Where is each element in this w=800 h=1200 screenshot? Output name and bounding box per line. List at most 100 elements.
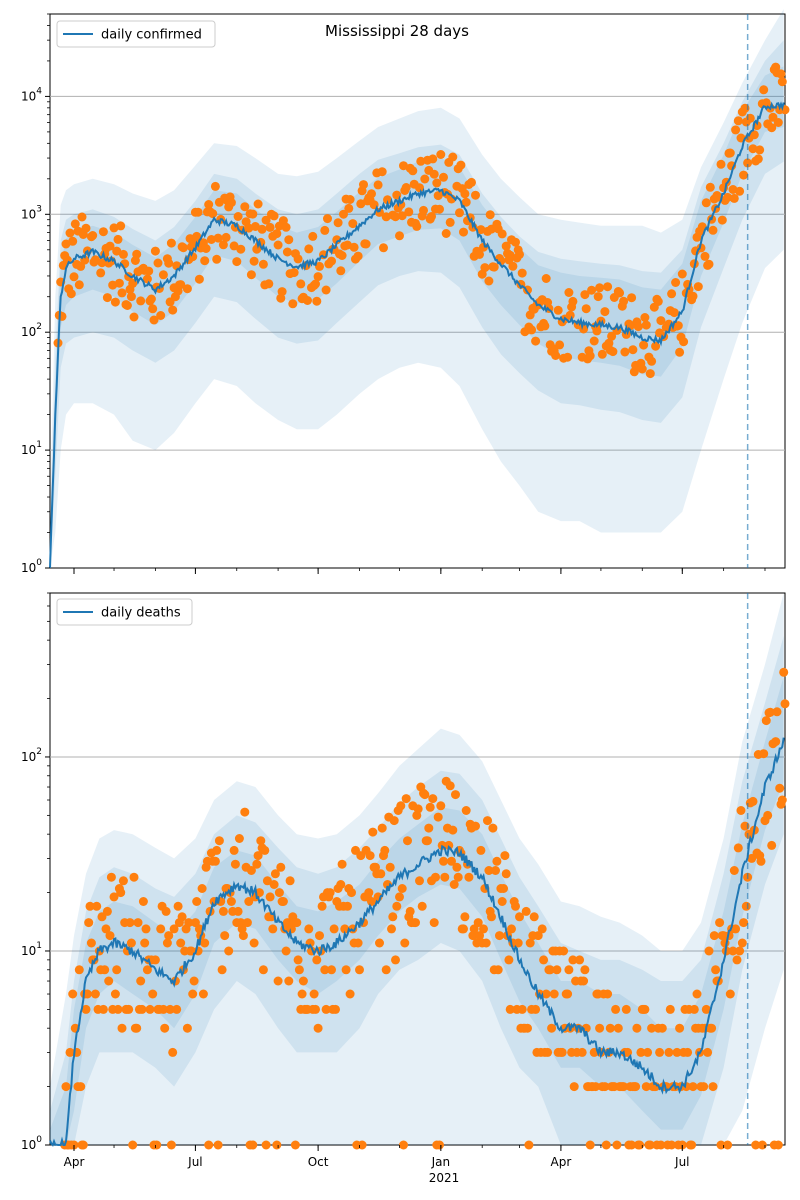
data-point	[673, 321, 683, 331]
data-point	[313, 1023, 323, 1033]
data-point	[731, 924, 741, 934]
data-point	[268, 924, 278, 934]
data-point	[376, 869, 386, 879]
data-point	[683, 1047, 693, 1057]
data-point	[669, 308, 679, 318]
data-point	[581, 304, 591, 314]
data-point	[345, 989, 355, 999]
data-point	[104, 976, 114, 986]
data-point	[224, 946, 234, 956]
data-point	[109, 892, 119, 902]
data-point	[327, 965, 336, 975]
data-point	[647, 1023, 657, 1033]
data-point	[389, 816, 399, 826]
confirmed-legend-box	[56, 20, 216, 48]
data-point	[753, 154, 763, 164]
confirmed-uncertainty-bands	[50, 9, 784, 569]
data-point	[172, 261, 182, 271]
data-point	[711, 965, 721, 975]
data-point	[773, 118, 783, 127]
data-point	[428, 154, 438, 164]
data-point	[355, 965, 364, 975]
data-point	[258, 965, 268, 975]
data-point	[85, 901, 95, 911]
data-point	[504, 955, 514, 965]
data-point	[568, 955, 578, 965]
data-point	[69, 272, 79, 282]
data-point	[600, 1082, 610, 1092]
data-point	[632, 1023, 642, 1033]
data-point	[70, 219, 80, 229]
data-point	[311, 1004, 320, 1014]
x-year-label: 2021	[429, 1171, 460, 1185]
data-point	[68, 236, 78, 246]
data-point	[640, 1004, 650, 1014]
data-point	[182, 284, 192, 294]
data-point	[110, 989, 120, 999]
data-point	[213, 233, 223, 243]
data-point	[273, 976, 283, 986]
data-point	[331, 1004, 340, 1014]
data-point	[353, 938, 363, 948]
data-point	[126, 938, 136, 948]
data-point	[129, 872, 139, 882]
data-point	[353, 251, 363, 261]
data-point	[177, 912, 187, 922]
data-point	[620, 347, 630, 357]
data-point	[716, 159, 726, 169]
data-point	[775, 783, 785, 793]
data-point	[274, 888, 284, 898]
data-point	[759, 749, 769, 759]
data-point	[213, 1140, 223, 1150]
data-point	[136, 296, 146, 306]
data-point	[435, 1140, 444, 1150]
data-point	[708, 1082, 718, 1092]
data-point	[272, 1140, 282, 1150]
data-point	[707, 1023, 717, 1033]
data-point	[759, 85, 769, 95]
data-point	[337, 251, 347, 260]
data-point	[233, 212, 243, 221]
data-point	[293, 955, 303, 965]
data-point	[645, 1140, 655, 1150]
data-point	[343, 901, 352, 911]
data-point	[729, 866, 739, 875]
data-point	[735, 186, 745, 196]
data-point	[553, 305, 563, 315]
data-point	[84, 918, 94, 928]
x-tick-label: Jul	[187, 1155, 202, 1169]
data-point	[234, 834, 244, 843]
data-point	[493, 965, 503, 975]
data-point	[741, 901, 751, 911]
data-point	[464, 872, 474, 882]
data-point	[444, 840, 454, 850]
data-point	[118, 876, 128, 886]
data-point	[65, 1047, 75, 1057]
data-point	[675, 1023, 685, 1033]
data-point	[480, 263, 490, 273]
data-point	[595, 1023, 605, 1033]
data-point	[327, 256, 336, 266]
data-point	[460, 912, 470, 922]
data-point	[368, 827, 378, 837]
data-point	[233, 906, 243, 916]
data-point	[627, 293, 637, 303]
data-point	[459, 227, 468, 237]
data-point	[297, 989, 307, 999]
data-point	[725, 989, 735, 999]
data-point	[128, 1140, 138, 1150]
y-tick-label: 102	[21, 747, 42, 764]
data-point	[704, 259, 714, 269]
data-point	[693, 282, 703, 292]
data-point	[687, 1140, 697, 1150]
data-point	[321, 1004, 331, 1014]
data-point	[439, 856, 448, 866]
data-point	[249, 938, 259, 948]
data-point	[260, 845, 270, 855]
data-point	[537, 924, 547, 934]
data-point	[365, 851, 375, 861]
data-point	[600, 307, 610, 317]
data-point	[415, 183, 424, 193]
data-point	[198, 989, 208, 999]
data-point	[317, 901, 327, 911]
